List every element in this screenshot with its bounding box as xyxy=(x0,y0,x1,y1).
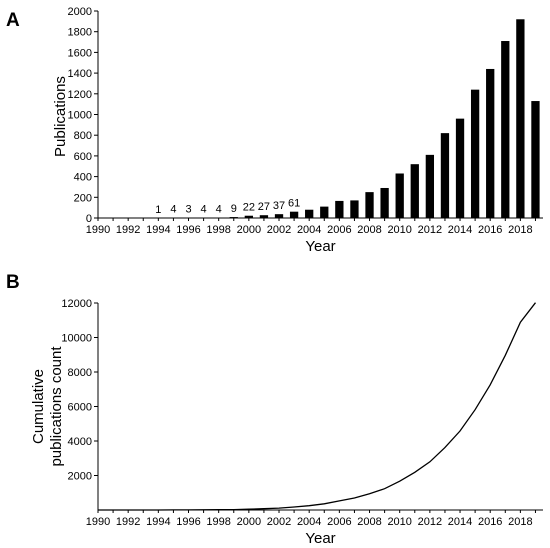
bar xyxy=(516,19,525,219)
x-tick-label: 2008 xyxy=(357,224,381,236)
bar xyxy=(259,215,269,218)
cumulative-line-chart: 2000 4000 6000 8000 10000 12000 1990 1992 1994 19… xyxy=(30,298,543,547)
x-tick-label: 2016 xyxy=(478,516,502,528)
bar xyxy=(320,206,329,218)
x-tick-label: 2010 xyxy=(387,516,411,528)
bar xyxy=(335,200,344,218)
y-axis-title-line: publications count xyxy=(48,346,65,467)
bar-value-label: 4 xyxy=(201,204,207,216)
y-tick-label: 0 xyxy=(86,213,92,225)
x-tick-label: 2018 xyxy=(508,224,532,236)
y-tick-label: 10000 xyxy=(61,333,92,345)
bar-value-label: 9 xyxy=(231,203,237,215)
x-tick-label: 1996 xyxy=(176,224,200,236)
x-tick-label: 2000 xyxy=(237,516,261,528)
x-tick-label: 1990 xyxy=(86,516,110,528)
x-axis-title: Year xyxy=(305,530,335,547)
x-tick-label: 2006 xyxy=(327,516,351,528)
y-tick-label: 400 xyxy=(74,172,92,184)
y-tick-label: 2000 xyxy=(68,471,92,483)
y-tick-label: 200 xyxy=(74,192,92,204)
x-tick-label: 2012 xyxy=(418,224,442,236)
y-tick-label: 6000 xyxy=(68,402,92,414)
bar-value-label: 61 xyxy=(288,198,300,210)
bar xyxy=(470,89,480,218)
x-tick-label: 2004 xyxy=(297,516,321,528)
x-tick-label: 2012 xyxy=(418,516,442,528)
bar-value-label: 4 xyxy=(170,204,176,216)
panel-b-letter: B xyxy=(6,272,20,293)
x-tick-label: 1998 xyxy=(206,224,230,236)
y-tick-label: 4000 xyxy=(68,436,92,448)
bar xyxy=(244,215,253,218)
bar xyxy=(380,187,389,218)
x-tick-label: 2008 xyxy=(357,516,381,528)
bar xyxy=(350,200,359,218)
bar xyxy=(455,118,465,218)
y-tick-label: 1200 xyxy=(68,89,92,101)
bar xyxy=(365,192,374,218)
bar xyxy=(410,164,419,218)
publications-bar-chart: 0 200 400 600 800 1000 1200 1400 1600 1800 2000 199… xyxy=(52,6,543,255)
bar xyxy=(501,41,510,218)
x-tick-label: 1992 xyxy=(116,516,140,528)
y-tick-label: 12000 xyxy=(61,298,92,310)
x-tick-label: 2002 xyxy=(267,516,291,528)
y-tick-label: 1800 xyxy=(68,27,92,39)
y-tick-label: 8000 xyxy=(68,367,92,379)
bar xyxy=(395,173,404,218)
y-axis-title-line: Cumulative xyxy=(30,369,47,444)
y-tick-label: 1000 xyxy=(68,110,92,122)
x-tick-label: 1994 xyxy=(146,224,170,236)
bar xyxy=(486,68,495,219)
bar-value-label: 37 xyxy=(273,200,285,212)
x-tick-label: 2016 xyxy=(478,224,502,236)
y-tick-label: 800 xyxy=(74,130,92,142)
x-tick-label: 1994 xyxy=(146,516,170,528)
x-tick-label: 2000 xyxy=(237,224,261,236)
panel-a-letter: A xyxy=(6,10,20,31)
x-tick-label: 1996 xyxy=(176,516,200,528)
y-tick-label: 2000 xyxy=(68,6,92,18)
x-tick-label: 2014 xyxy=(448,224,472,236)
x-tick-label: 1992 xyxy=(116,224,140,236)
bar xyxy=(440,133,450,218)
bar-value-label: 4 xyxy=(216,204,222,216)
x-tick-label: 2002 xyxy=(267,224,291,236)
bar-value-label: 3 xyxy=(185,204,191,216)
x-tick-label: 1998 xyxy=(206,516,230,528)
bar xyxy=(289,211,299,218)
bar xyxy=(425,154,435,218)
bar xyxy=(531,101,540,218)
bar xyxy=(229,217,238,218)
x-tick-label: 2006 xyxy=(327,224,351,236)
y-tick-label: 1400 xyxy=(68,68,92,80)
x-tick-label: 2004 xyxy=(297,224,321,236)
x-tick-label: 2018 xyxy=(508,516,532,528)
y-axis-title: Cumulativepublications count xyxy=(30,346,65,467)
bar-value-label: 22 xyxy=(243,202,255,214)
x-tick-label: 1990 xyxy=(86,224,110,236)
x-tick-label: 2014 xyxy=(448,516,472,528)
cumulative-series-line xyxy=(98,302,537,511)
x-tick-label: 2010 xyxy=(387,224,411,236)
bar-value-label: 27 xyxy=(258,201,270,213)
y-tick-label: 600 xyxy=(74,151,92,163)
bar xyxy=(274,214,284,218)
y-axis-title: Publications xyxy=(52,76,69,157)
bar-value-label: 1 xyxy=(155,204,161,216)
y-tick-label: 1600 xyxy=(68,47,92,59)
bar xyxy=(305,209,314,218)
x-axis-title: Year xyxy=(305,238,335,255)
